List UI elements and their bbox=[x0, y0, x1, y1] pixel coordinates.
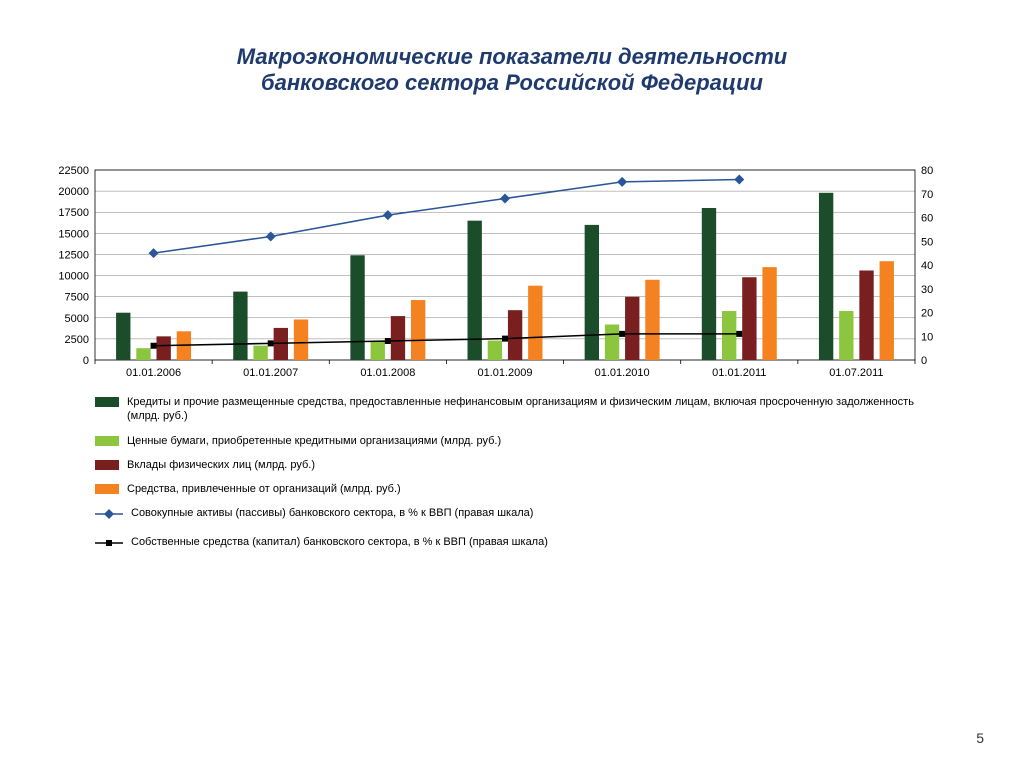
svg-text:50: 50 bbox=[921, 236, 933, 248]
svg-text:7500: 7500 bbox=[65, 292, 89, 304]
combo-chart: 0 2500 5000 7500 10000 12500 15000 17500 20000 22… bbox=[47, 164, 955, 384]
svg-text:40: 40 bbox=[921, 260, 933, 272]
legend-label: Совокупные активы (пассивы) банковского … bbox=[131, 506, 533, 520]
svg-text:70: 70 bbox=[921, 189, 933, 201]
svg-text:01.01.2009: 01.01.2009 bbox=[477, 367, 532, 379]
legend-item: Средства, привлеченные от организаций (м… bbox=[95, 482, 915, 496]
legend-item: Вклады физических лиц (млрд. руб.) bbox=[95, 458, 915, 472]
slide-title: Макроэкономические показатели деятельнос… bbox=[0, 44, 1024, 96]
svg-text:5000: 5000 bbox=[65, 313, 89, 325]
svg-text:01.01.2006: 01.01.2006 bbox=[126, 367, 181, 379]
legend-label: Вклады физических лиц (млрд. руб.) bbox=[127, 458, 315, 472]
legend-item: Кредиты и прочие размещенные средства, п… bbox=[95, 395, 915, 424]
svg-text:01.07.2011: 01.07.2011 bbox=[829, 367, 883, 379]
svg-text:20000: 20000 bbox=[58, 186, 89, 198]
legend-label: Средства, привлеченные от организаций (м… bbox=[127, 482, 401, 496]
svg-text:60: 60 bbox=[921, 213, 933, 225]
svg-text:2500: 2500 bbox=[65, 334, 89, 346]
legend-swatch-bar bbox=[95, 460, 119, 470]
svg-text:01.01.2008: 01.01.2008 bbox=[360, 367, 415, 379]
svg-text:01.01.2011: 01.01.2011 bbox=[712, 367, 766, 379]
svg-text:20: 20 bbox=[921, 308, 933, 320]
svg-text:15000: 15000 bbox=[58, 228, 89, 240]
svg-text:10: 10 bbox=[921, 331, 933, 343]
legend-label: Ценные бумаги, приобретенные кредитными … bbox=[127, 434, 501, 448]
svg-text:10000: 10000 bbox=[58, 271, 89, 283]
legend-item: Совокупные активы (пассивы) банковского … bbox=[95, 506, 915, 524]
legend-swatch-bar bbox=[95, 436, 119, 446]
svg-text:17500: 17500 bbox=[58, 207, 89, 219]
legend-swatch-bar bbox=[95, 484, 119, 494]
legend: Кредиты и прочие размещенные средства, п… bbox=[95, 395, 915, 563]
legend-swatch-line bbox=[95, 508, 123, 524]
svg-text:30: 30 bbox=[921, 284, 933, 296]
legend-item: Собственные средства (капитал) банковско… bbox=[95, 535, 915, 553]
legend-item: Ценные бумаги, приобретенные кредитными … bbox=[95, 434, 915, 448]
svg-text:01.01.2010: 01.01.2010 bbox=[595, 367, 650, 379]
legend-label: Собственные средства (капитал) банковско… bbox=[131, 535, 548, 549]
svg-text:22500: 22500 bbox=[58, 165, 89, 177]
legend-swatch-line bbox=[95, 537, 123, 553]
legend-swatch-bar bbox=[95, 397, 119, 407]
page-number: 5 bbox=[976, 730, 984, 746]
svg-text:80: 80 bbox=[921, 165, 933, 177]
svg-text:0: 0 bbox=[83, 355, 89, 367]
legend-label: Кредиты и прочие размещенные средства, п… bbox=[127, 395, 915, 424]
svg-text:12500: 12500 bbox=[58, 249, 89, 261]
svg-text:01.01.2007: 01.01.2007 bbox=[243, 367, 298, 379]
svg-text:0: 0 bbox=[921, 355, 927, 367]
